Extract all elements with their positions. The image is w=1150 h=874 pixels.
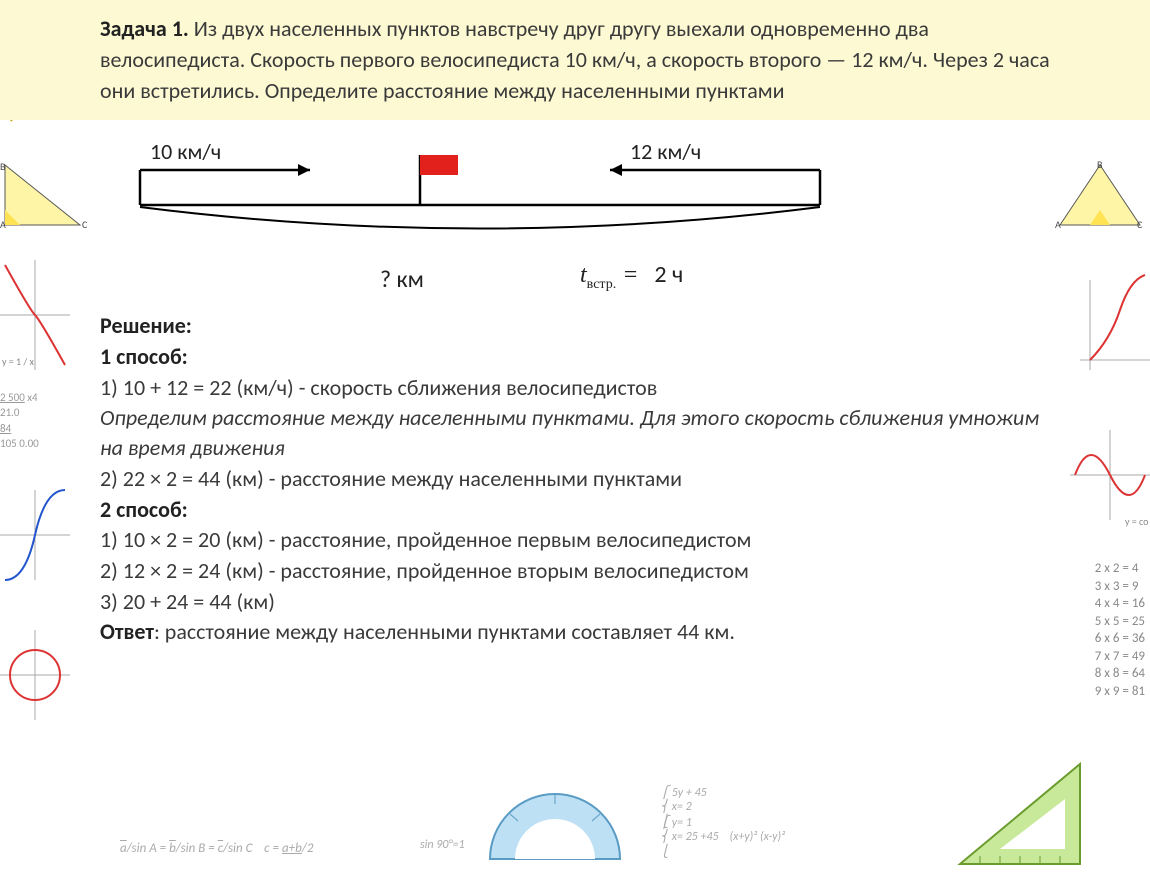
t-eq: = bbox=[616, 262, 638, 288]
t-value: 2 ч bbox=[654, 260, 683, 289]
answer-label: Ответ bbox=[100, 618, 154, 645]
answer-line: Ответ: расстояние между населенными пунк… bbox=[100, 617, 1050, 647]
diagram-svg bbox=[130, 155, 830, 265]
t-var: t bbox=[580, 262, 587, 288]
t-sub: встр. bbox=[587, 277, 617, 292]
solution-block: Решение: 1 способ: 1) 10 + 12 = 22 (км/ч… bbox=[0, 311, 1150, 658]
formula-bottom-4: ⎧ 5y + 45⎨ x= 2⎩ bbox=[660, 786, 707, 829]
method1-step2: 2) 22 × 2 = 44 (км) - расстояние между н… bbox=[100, 464, 1050, 494]
main-content: Задача 1. Из двух населенных пунктов нав… bbox=[0, 0, 1150, 658]
formula-bottom-3: ⎧ y= 1⎨ x= 25 +45 (x+y)² (x-y)²⎩ bbox=[660, 816, 785, 859]
problem-title: Задача 1. bbox=[100, 15, 189, 42]
method2-step2: 2) 12 × 2 = 24 (км) - расстояние, пройде… bbox=[100, 556, 1050, 586]
diagram-distance-question: ? км bbox=[380, 265, 424, 294]
method1-hint: Определим расстояние между населенными п… bbox=[100, 403, 1050, 462]
method2-title: 2 способ: bbox=[100, 495, 1050, 525]
formula-bottom-2: sin 90°=1 bbox=[420, 838, 465, 852]
method2-step1: 1) 10 × 2 = 20 (км) - расстояние, пройде… bbox=[100, 525, 1050, 555]
method1-step1: 1) 10 + 12 = 22 (км/ч) - скорость сближе… bbox=[100, 373, 1050, 403]
answer-text: : расстояние между населенными пунктами … bbox=[154, 618, 735, 645]
protractor-decor bbox=[480, 789, 630, 869]
problem-text: Из двух населенных пунктов навстречу дру… bbox=[100, 15, 1050, 104]
method1-title: 1 способ: bbox=[100, 342, 1050, 372]
solution-heading: Решение: bbox=[100, 311, 1050, 341]
method2-step3: 3) 20 + 24 = 44 (км) bbox=[100, 587, 1050, 617]
formula-bottom-1: a/sin A = b/sin B = c/sin C c = a+b/2 bbox=[120, 841, 313, 856]
diagram: 10 км/ч 12 км/ч ? км tвстр. = 2 ч bbox=[100, 120, 1050, 310]
diagram-time: tвстр. = 2 ч bbox=[580, 260, 683, 293]
set-square-decor bbox=[950, 754, 1090, 874]
problem-statement: Задача 1. Из двух населенных пунктов нав… bbox=[0, 0, 1150, 120]
